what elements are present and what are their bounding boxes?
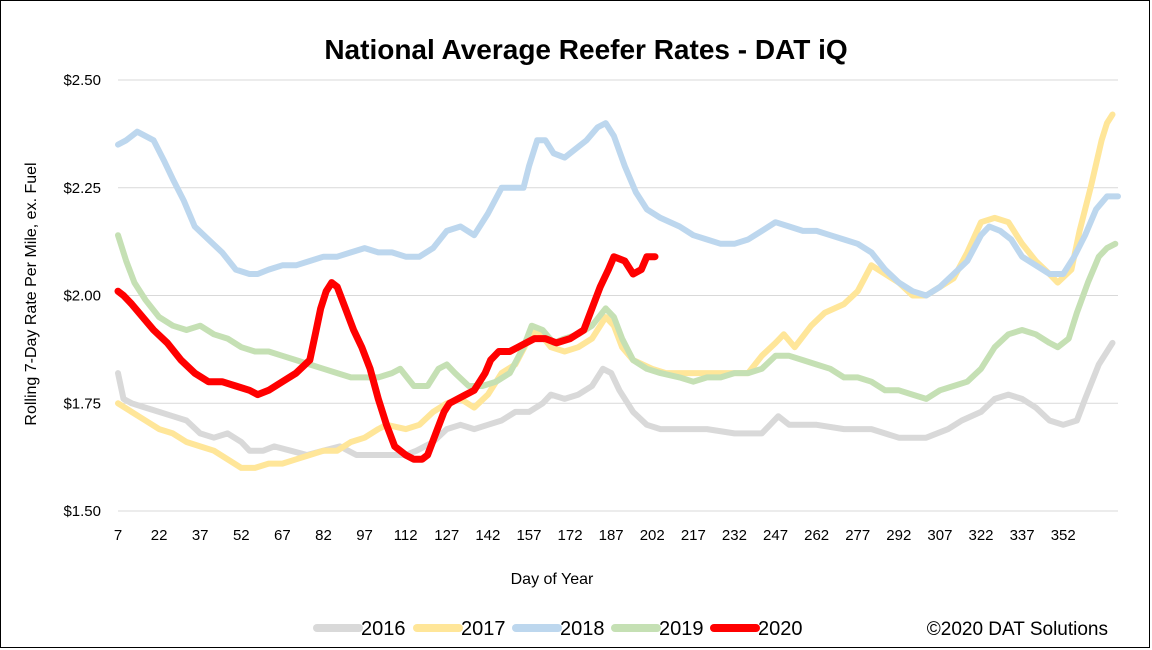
gridlines <box>118 79 1118 512</box>
x-axis-ticks: 7 22 37 52 67 82 97 112 127 142 157 172 187 202 217 232… <box>114 527 1076 544</box>
series-line-2020 <box>114 253 659 463</box>
y-tick-label: $1.50 <box>63 503 101 520</box>
x-tick-label: 322 <box>968 527 993 544</box>
y-tick-label: $2.00 <box>63 288 101 305</box>
x-tick-label: 52 <box>233 527 250 544</box>
y-tick-label: $1.75 <box>63 395 101 412</box>
legend-label-2020: 2020 <box>758 618 803 640</box>
legend-label-2017: 2017 <box>461 618 506 640</box>
legend: 2016 2017 2018 2019 2020 <box>313 618 803 640</box>
x-tick-label: 247 <box>763 527 788 544</box>
copyright-credit: ©2020 DAT Solutions <box>927 619 1108 640</box>
legend-label-2018: 2018 <box>560 618 605 640</box>
x-tick-label: 337 <box>1010 527 1035 544</box>
series-line-2016 <box>115 339 1116 458</box>
x-tick-label: 67 <box>274 527 291 544</box>
y-axis-ticks: $1.50 $1.75 $2.00 $2.25 $2.50 <box>63 72 101 520</box>
x-tick-label: 202 <box>640 527 665 544</box>
x-tick-label: 187 <box>599 527 624 544</box>
x-tick-label: 307 <box>927 527 952 544</box>
x-tick-label: 232 <box>722 527 747 544</box>
chart-title: National Average Reefer Rates - DAT iQ <box>324 34 847 65</box>
y-tick-label: $2.50 <box>63 72 101 89</box>
series-line-2019 <box>115 232 1119 402</box>
x-tick-label: 217 <box>681 527 706 544</box>
x-tick-label: 127 <box>434 527 459 544</box>
x-tick-label: 22 <box>151 527 168 544</box>
x-axis-label: Day of Year <box>511 571 594 588</box>
x-tick-label: 97 <box>356 527 373 544</box>
x-tick-label: 112 <box>394 527 418 544</box>
x-tick-label: 37 <box>192 527 209 544</box>
legend-label-2016: 2016 <box>361 618 406 640</box>
x-tick-label: 352 <box>1051 527 1076 544</box>
x-tick-label: 7 <box>114 527 122 544</box>
y-tick-label: $2.25 <box>63 180 101 197</box>
x-tick-label: 262 <box>804 527 829 544</box>
series-line-2017 <box>115 111 1116 471</box>
series-lines <box>114 111 1121 471</box>
x-tick-label: 292 <box>886 527 911 544</box>
x-tick-label: 142 <box>475 527 500 544</box>
series-line-2018 <box>115 120 1121 299</box>
x-tick-label: 172 <box>558 527 583 544</box>
y-axis-label: Rolling 7-Day Rate Per Mile, ex. Fuel <box>23 162 40 425</box>
x-tick-label: 277 <box>845 527 870 544</box>
x-tick-label: 157 <box>516 527 541 544</box>
legend-label-2019: 2019 <box>659 618 704 640</box>
x-tick-label: 82 <box>315 527 332 544</box>
